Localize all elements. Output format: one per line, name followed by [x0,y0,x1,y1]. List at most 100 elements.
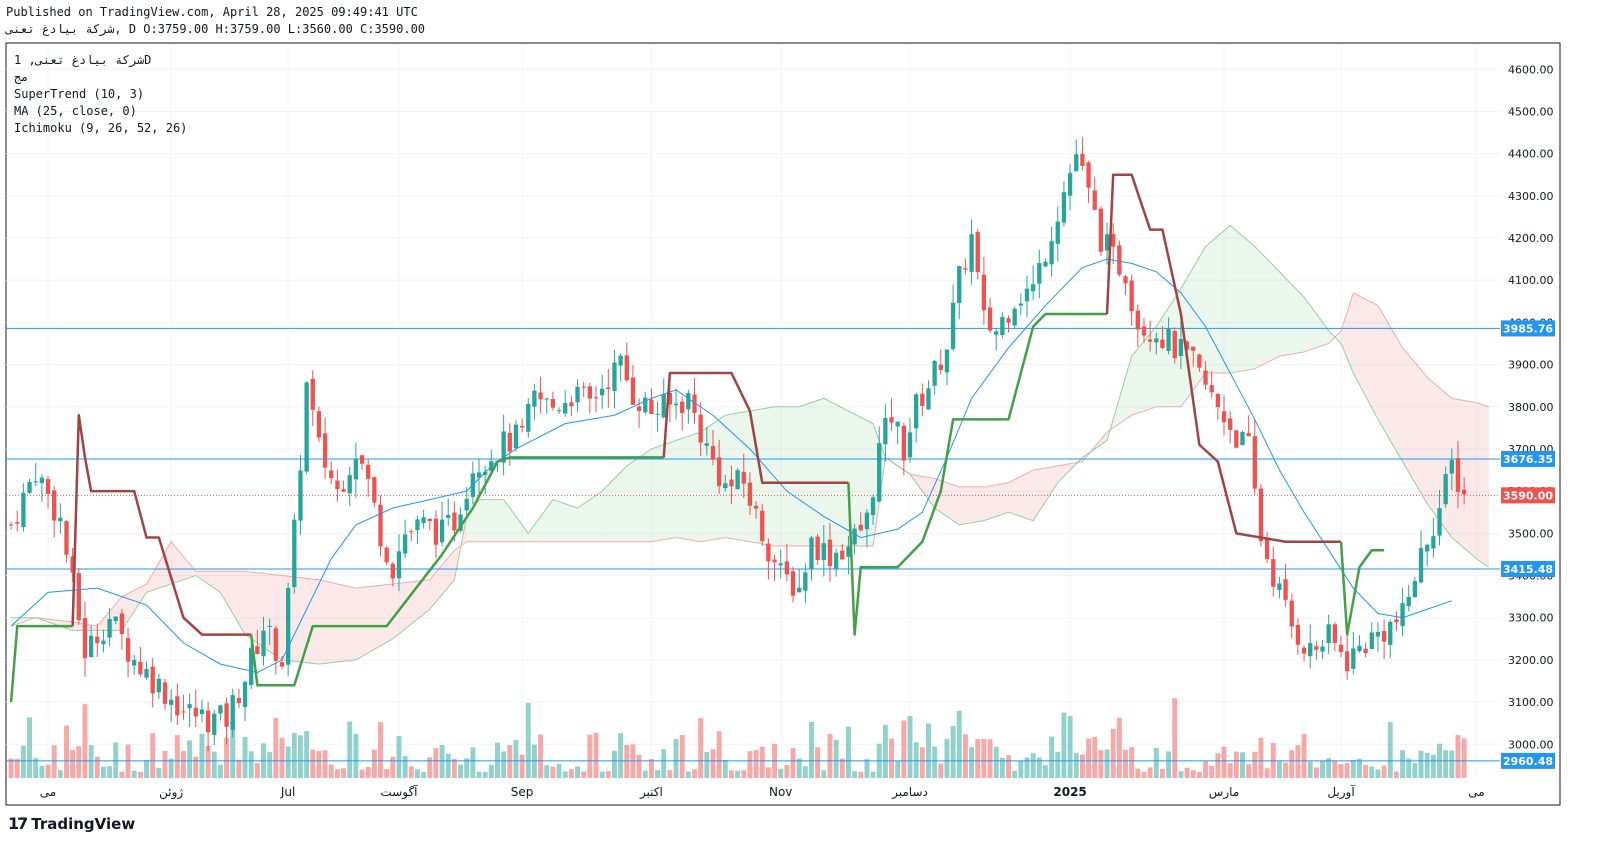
volume-bar [1424,752,1430,778]
supertrend-line [1339,541,1385,636]
volume-bar [1246,764,1252,778]
volume-bar [137,771,143,778]
candle-body [298,470,303,521]
volume-bar [562,771,568,778]
volume-bar [181,751,186,778]
price-tick-label: 4500.00 [1508,105,1554,118]
tradingview-brand[interactable]: 17 TradingView [8,814,135,833]
candle-body [64,521,69,555]
candle-body [1258,488,1264,542]
candle-body [458,514,463,531]
volume-bar [648,759,654,778]
volume-bar [513,740,519,778]
cloud-segment [220,571,246,635]
time-tick-label: می [1468,785,1484,799]
volume-bar [765,767,771,778]
cloud-segment [392,579,430,639]
legend-ma[interactable]: MA (25, close, 0) [14,104,137,118]
volume-bar [981,738,987,778]
volume-bar [1221,746,1227,778]
candle-body [1234,430,1239,448]
volume-bar [568,769,574,778]
volume-bar [901,720,907,778]
volume-bar [581,771,587,778]
volume-bar [507,745,513,778]
volume-bar [501,751,507,778]
volume-bar [907,716,913,778]
volume-bar [451,758,457,778]
candle-body [938,364,943,370]
volume-bar [291,733,297,778]
legend-ichimoku[interactable]: Ichimoku (9, 26, 52, 26) [14,121,188,135]
candle-body [1394,619,1399,623]
ma-line [10,258,1452,674]
chart-frame [5,42,1561,806]
volume-bar [1264,768,1270,778]
candle-body [439,519,445,543]
volume-bar [427,757,433,778]
volume-bar [199,733,205,778]
volume-bar [1098,750,1104,778]
cloud-segment [651,440,677,542]
candle-body [630,377,636,405]
volume-bar [1387,721,1393,778]
volume-bar [304,731,310,778]
volume-bar [821,770,827,778]
volume-bar [1049,736,1055,778]
candle-body [138,661,143,675]
candle-body [483,471,488,476]
volume-bar [926,723,931,778]
price-tick-label: 4600.00 [1508,63,1554,76]
volume-bar [913,742,919,778]
volume-bar [575,766,580,778]
candle-body [538,392,543,400]
volume-bar [1344,762,1350,778]
volume-bar [636,754,642,778]
legend-supertrend[interactable]: SuperTrend (10, 3) [14,87,145,101]
volume-bar [1283,762,1289,778]
candle-body [692,394,697,413]
volume-bar [1443,750,1449,778]
volume-bar [396,736,402,778]
indicator-lines [9,173,1452,703]
candle-body [396,551,402,579]
volume-bar [1418,750,1424,778]
candle-body [889,417,894,423]
candle-body [612,362,617,392]
candle-body [378,504,383,547]
candle-body [846,546,851,557]
candle-body [1061,192,1067,223]
volume-bar [168,758,174,778]
volume-bar [753,749,759,778]
volume-bar [1227,763,1233,778]
volume-bar [1190,770,1196,778]
volume-bar [1073,752,1079,778]
volume-bar [88,745,94,778]
candle-body [1166,328,1171,351]
volume-bar [618,733,624,778]
candle-body [132,660,137,666]
candle-body [975,231,980,273]
time-tick-label: اکتبر [639,785,663,800]
candle-body [335,480,340,490]
volume-bar [421,771,427,778]
candle-body [1400,603,1405,627]
volume-bar [784,765,790,778]
candle-body [169,699,174,705]
candle-body [1197,354,1202,368]
published-line: Published on TradingView.com, April 28, … [6,5,418,19]
cloud-segment [1254,246,1280,369]
time-axis[interactable]: می ژوئن Jul آگوست Sep اکتبر Nov دسامبر 2025 مارس آ… [40,784,1485,800]
volume-bar [33,758,39,778]
price-tick-label: 3900.00 [1508,359,1554,372]
volume-bar [334,769,340,778]
candle-body [1154,338,1159,343]
volume-bar [642,770,648,778]
volume-bar [211,751,217,778]
volume-bar [365,766,371,778]
level-price-label: 2960.48 [1503,755,1553,768]
candle-body [1006,318,1011,323]
volume-bar [248,751,254,778]
volume-bar [1375,769,1381,778]
